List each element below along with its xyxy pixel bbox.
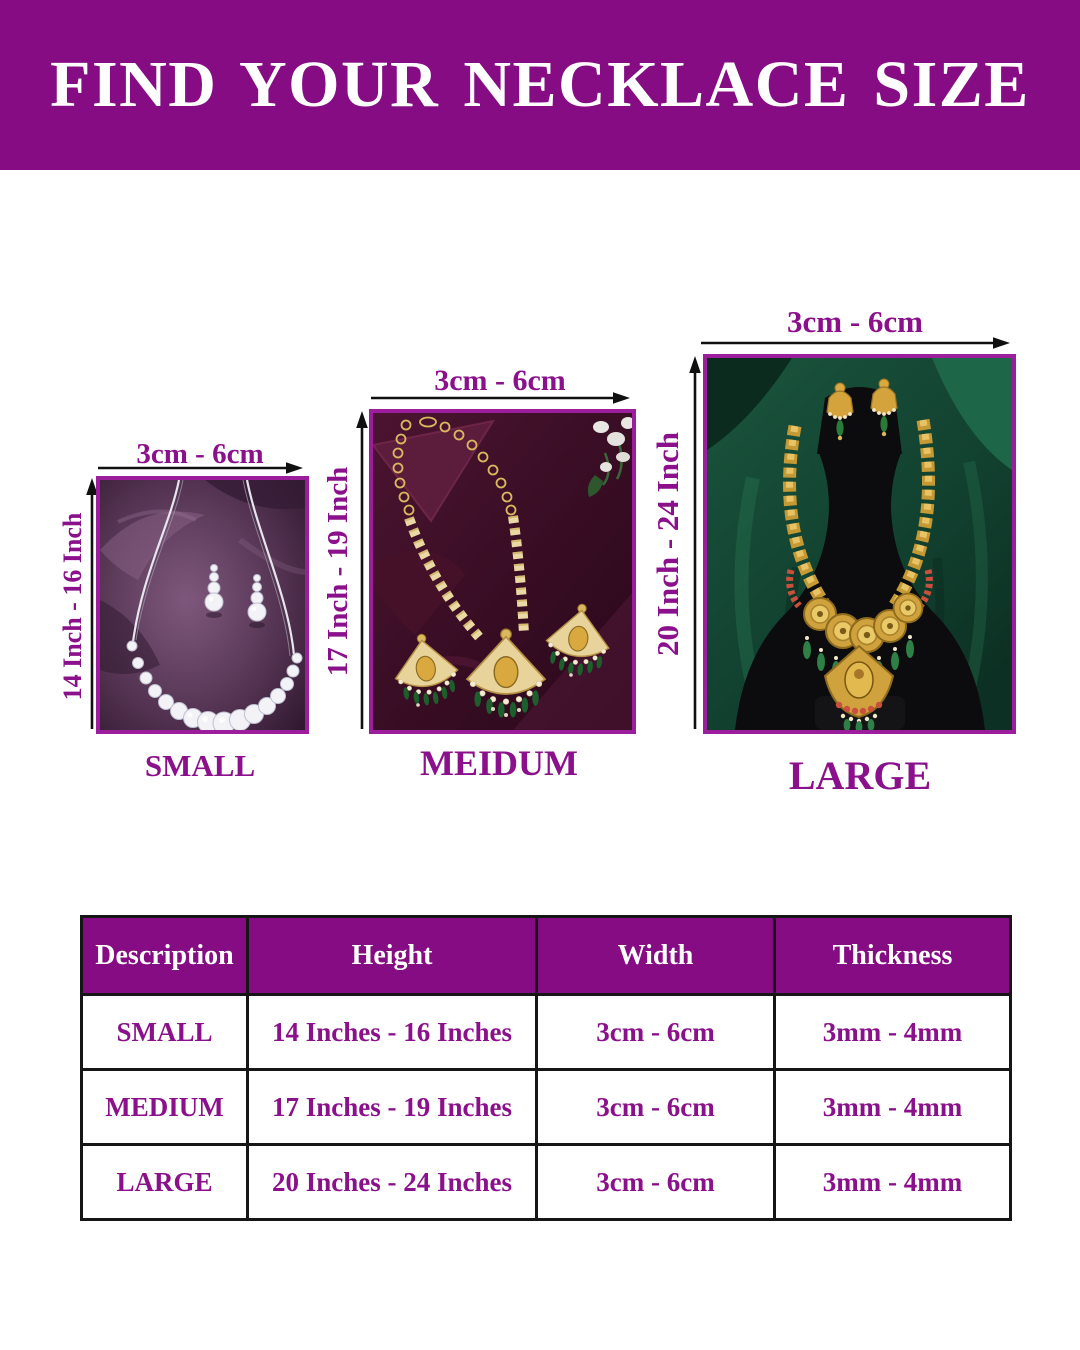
- medium-photo: [369, 409, 636, 734]
- medium-width-arrow-icon: [371, 392, 630, 404]
- table-row-medium-description: MEDIUM: [83, 1068, 246, 1143]
- table-row-medium-width: 3cm - 6cm: [535, 1068, 773, 1143]
- small-height-label: 14 Inch - 16 Inch: [58, 512, 87, 701]
- large-size-name: LARGE: [788, 753, 932, 798]
- table-row-small-description: SMALL: [83, 993, 246, 1068]
- table-header-description: Description: [83, 918, 246, 993]
- table-row-large-width: 3cm - 6cm: [535, 1143, 773, 1218]
- table-row-large-thickness: 3mm - 4mm: [773, 1143, 1009, 1218]
- small-width-arrow-icon: [98, 462, 303, 474]
- large-height-label: 20 Inch - 24 Inch: [650, 432, 685, 656]
- large-photo-art: [707, 358, 1012, 730]
- large-width-label: 3cm - 6cm: [787, 304, 923, 339]
- large-photo: [703, 354, 1016, 734]
- table-row-large-height: 20 Inches - 24 Inches: [246, 1143, 535, 1218]
- table-row-large-description: LARGE: [83, 1143, 246, 1218]
- table-row-medium-height: 17 Inches - 19 Inches: [246, 1068, 535, 1143]
- table-row-small-height: 14 Inches - 16 Inches: [246, 993, 535, 1068]
- small-photo-art: [100, 480, 305, 730]
- page-title: FIND YOUR NECKLACE SIZE: [50, 48, 1030, 121]
- table-header-thickness: Thickness: [773, 918, 1009, 993]
- table-row-small-width: 3cm - 6cm: [535, 993, 773, 1068]
- small-photo: [96, 476, 309, 734]
- table-row-medium-thickness: 3mm - 4mm: [773, 1068, 1009, 1143]
- table-header-height: Height: [246, 918, 535, 993]
- table-header-width: Width: [535, 918, 773, 993]
- medium-width-label: 3cm - 6cm: [434, 364, 566, 397]
- header-banner: FIND YOUR NECKLACE SIZE: [0, 0, 1080, 170]
- small-size-name: SMALL: [144, 748, 256, 783]
- medium-photo-art: [373, 413, 632, 730]
- small-width-label: 3cm - 6cm: [136, 438, 264, 470]
- size-chart-table: Description Height Width Thickness SMALL…: [80, 915, 1012, 1221]
- medium-size-name: MEIDUM: [420, 743, 578, 783]
- flowers: [587, 417, 632, 497]
- table-row-small-thickness: 3mm - 4mm: [773, 993, 1009, 1068]
- large-width-arrow-icon: [701, 337, 1010, 349]
- small-height-arrow-icon: [86, 478, 98, 729]
- medium-height-label: 17 Inch - 19 Inch: [322, 466, 354, 677]
- large-height-arrow-icon: [689, 356, 701, 729]
- medium-height-arrow-icon: [356, 411, 368, 729]
